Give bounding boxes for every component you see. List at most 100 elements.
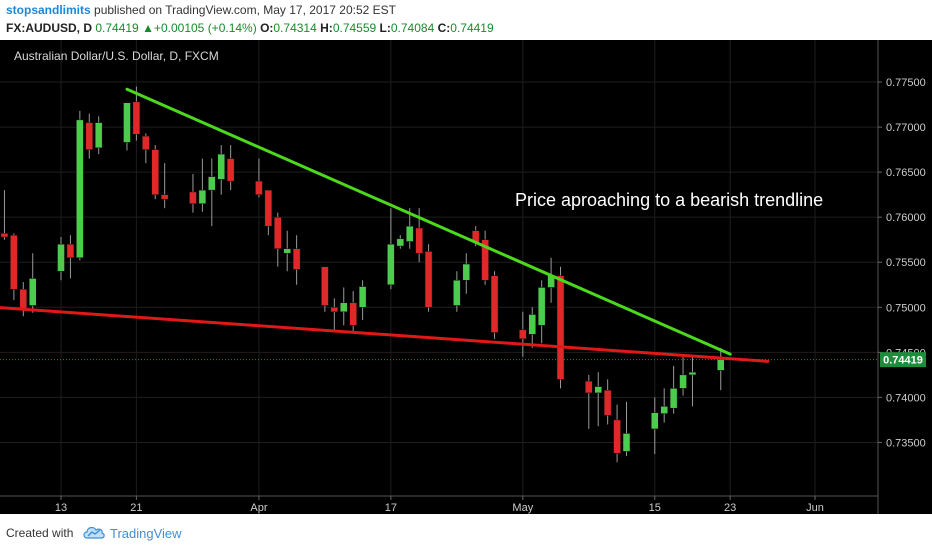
candle-up (462, 263, 471, 281)
candle-up (669, 388, 678, 409)
candle-down (330, 307, 339, 313)
low-value: 0.74084 (390, 21, 435, 35)
annotation-text: Price aproaching to a bearish trendline (515, 190, 823, 210)
candle-down (132, 101, 141, 135)
ohlc-line: FX:AUDUSD, D 0.74419 ▲+0.00105 (+0.14%) … (6, 21, 494, 35)
candle-down (321, 266, 329, 306)
candle-up (28, 278, 37, 306)
candle-down (189, 191, 197, 204)
candle-up (123, 102, 131, 143)
candle-down (490, 275, 499, 333)
candle-up (660, 406, 668, 414)
price-tick-label: 0.77500 (886, 77, 926, 89)
price-tick-label: 0.75000 (886, 302, 926, 314)
candle-up (94, 122, 103, 149)
candle-down (151, 149, 159, 195)
candle-down (85, 122, 94, 150)
price-tick-label: 0.73500 (886, 437, 926, 449)
candle-up (208, 176, 216, 191)
candle-up (651, 412, 659, 430)
candle-down (613, 419, 621, 454)
time-tick-label: May (512, 502, 533, 514)
candle-up (688, 371, 697, 376)
published-text: published on TradingView.com, May 17, 20… (90, 3, 396, 17)
chart-area[interactable]: 0.735000.740000.745000.750000.755000.760… (0, 40, 932, 514)
candle-down (481, 239, 489, 281)
candle-down (19, 289, 28, 310)
candle-up (387, 243, 395, 286)
candle-up (283, 248, 291, 254)
candle-up (622, 433, 631, 452)
time-tick-label: 21 (130, 502, 142, 514)
time-tick-label: Apr (250, 502, 267, 514)
close-label: C: (437, 21, 451, 35)
trendline (125, 87, 732, 356)
price-axis[interactable]: 0.735000.740000.745000.750000.755000.760… (877, 40, 926, 514)
candle-up (396, 238, 405, 247)
time-tick-label: 15 (649, 502, 661, 514)
candle-up (537, 287, 546, 326)
candle-down (556, 275, 565, 380)
time-tick-label: 23 (724, 502, 736, 514)
trendline (0, 306, 770, 363)
candle-up (217, 153, 225, 180)
candle-up (528, 314, 536, 335)
price-tick-label: 0.77000 (886, 122, 926, 134)
change-arrow-icon: ▲ (142, 21, 154, 35)
price-tick-label: 0.74000 (886, 392, 926, 404)
candle-down (142, 135, 150, 150)
candle-up (76, 119, 84, 258)
candle-down (603, 389, 612, 416)
close-value: 0.74419 (450, 21, 494, 35)
candle-up (198, 189, 207, 204)
candle-down (66, 243, 75, 258)
price-tick-label: 0.76000 (886, 212, 926, 224)
current-price-text: 0.74419 (883, 355, 923, 367)
publish-line: stopsandlimits published on TradingView.… (6, 3, 396, 17)
time-axis[interactable]: 13 21 Apr 17 May 15 23 Jun (0, 495, 878, 514)
price-tick-label: 0.76500 (886, 167, 926, 179)
time-tick-label: Jun (806, 502, 824, 514)
candles (0, 86, 725, 463)
candle-up (679, 374, 687, 389)
tradingview-cloud-icon[interactable] (82, 524, 106, 540)
candle-down (255, 180, 263, 195)
candle-down (519, 329, 527, 340)
candlestick-chart[interactable]: 0.735000.740000.745000.750000.755000.760… (0, 40, 932, 514)
candle-up (594, 386, 602, 394)
symbol-label: FX:AUDUSD, D (6, 21, 92, 35)
trendlines (0, 87, 770, 363)
grid-lines (0, 40, 878, 496)
time-tick-label: 17 (385, 502, 397, 514)
header-bar: stopsandlimits published on TradingView.… (0, 0, 932, 40)
time-tick-label: 13 (55, 502, 67, 514)
candle-down (274, 216, 282, 249)
candle-up (717, 359, 725, 371)
low-label: L: (379, 21, 391, 35)
candle-down (10, 234, 18, 290)
footer-bar: Created with TradingView (0, 514, 932, 550)
candle-up (358, 286, 367, 308)
price-tick-label: 0.75500 (886, 257, 926, 269)
tradingview-brand-link[interactable]: TradingView (110, 526, 182, 541)
candle-up (405, 225, 414, 242)
candle-down (160, 194, 169, 200)
current-price-label: 0.74419 (880, 352, 926, 368)
candle-down (264, 189, 273, 227)
candle-down (415, 227, 423, 254)
author-link[interactable]: stopsandlimits (6, 3, 91, 17)
chart-title: Australian Dollar/U.S. Dollar, D, FXCM (14, 49, 219, 63)
high-label: H: (320, 21, 333, 35)
open-value: 0.74314 (273, 21, 317, 35)
candle-down (0, 233, 9, 238)
candle-up (340, 302, 348, 313)
candle-down (585, 380, 593, 394)
price-change: +0.00105 (+0.14%) (153, 21, 257, 35)
candle-up (453, 280, 461, 306)
high-value: 0.74559 (332, 21, 377, 35)
candle-down (292, 248, 301, 270)
candle-down (349, 302, 357, 326)
open-label: O: (260, 21, 274, 35)
created-with-label: Created with (6, 526, 74, 540)
candle-down (424, 251, 433, 308)
